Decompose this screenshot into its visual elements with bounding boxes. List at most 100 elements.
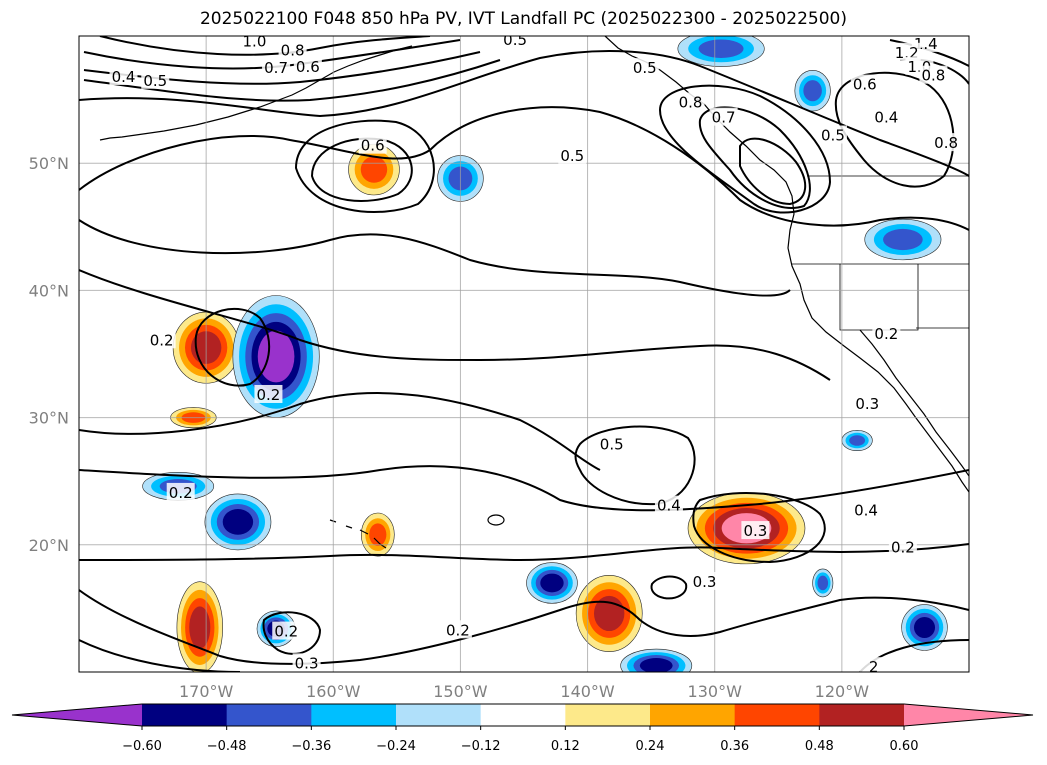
contour-label: 0.6 (853, 76, 877, 94)
contour-label-background (852, 500, 881, 519)
contour-0-6-north (83, 59, 501, 102)
contour-label: 0.6 (361, 137, 385, 155)
contour-0-5-north (79, 50, 969, 177)
contour-0-2-west-long (79, 392, 601, 471)
contour-label: 0.3 (693, 573, 717, 591)
colorbar-segment (311, 704, 397, 726)
pv-shade-level (360, 156, 388, 183)
contour-0-2-west-loop (194, 308, 271, 387)
contour-label: 0.3 (295, 654, 319, 672)
contour-0-3-small-loop (650, 575, 688, 600)
contour-label-background (859, 657, 888, 672)
pv-region-pv-positive-southwest-16n (176, 581, 223, 672)
colorbar-extend-min (12, 704, 142, 726)
contour-0-6-loop (310, 137, 413, 202)
contour-label-background (872, 323, 901, 342)
map-title: 2025022100 F048 850 hPa PV, IVT Landfall… (199, 9, 847, 29)
contour-0-3-middle (79, 219, 791, 297)
contour-1-0-north (99, 36, 431, 56)
contour-0-7-bc-low (698, 106, 811, 209)
pv-shade-level (913, 616, 936, 639)
pv-shade-level (803, 80, 822, 102)
colorbar-tick-label: 0.48 (805, 739, 834, 754)
contour-label-background (147, 330, 176, 349)
pv-region-pv-negative-east-13n (901, 604, 948, 651)
contour-label: 0.4 (874, 109, 898, 127)
colorbar-segment (226, 704, 312, 726)
contour-label: 0.2 (874, 325, 898, 343)
contour-label-background (888, 537, 917, 556)
map-frame (78, 35, 970, 673)
contour-label-background (293, 56, 322, 75)
contour-label: 0.8 (921, 67, 945, 85)
pv-shade-level (639, 658, 673, 672)
colorbar-segment (734, 704, 820, 726)
contour-label: 0.8 (281, 41, 305, 59)
colorbar-tick-label: 0.36 (720, 739, 749, 754)
contour-label: 0.5 (821, 126, 845, 144)
latitude-tick-label: 50°N (29, 154, 69, 173)
contour-0-3-south (79, 589, 969, 665)
contour-label-background (872, 107, 901, 126)
contour-label-background (278, 40, 307, 59)
latitude-tick-label: 30°N (29, 409, 69, 428)
contour-label-background (818, 125, 847, 144)
colorbar-tick-label: −0.12 (461, 739, 501, 754)
pv-region-pv-negative-bc-56n (794, 70, 831, 112)
longitude-tick-label: 140°W (560, 682, 615, 701)
contour-label: 0.2 (169, 484, 193, 502)
contour-label: 0.3 (743, 522, 767, 540)
contour-label-background (254, 384, 283, 403)
pv-shade-level (698, 39, 744, 58)
colorbar: −0.60 −0.48 −0.36 −0.24 −0.12 0.12 0.24 0.36 0.4… (11, 703, 1034, 754)
contour-label-background (558, 145, 587, 164)
contour-label: 0.5 (143, 72, 167, 90)
contour-label-background (741, 521, 770, 540)
longitude-tick-label: 170°W (179, 682, 234, 701)
contour-label-background (109, 66, 138, 85)
latitude-tick-label: 40°N (29, 281, 69, 300)
contour-label: 0.7 (264, 59, 288, 77)
colorbar-tick-label: −0.24 (376, 739, 416, 754)
contour-label-background (272, 621, 301, 640)
colorbar-tick-label: 0.12 (551, 739, 580, 754)
contour-0-8-bc-low (739, 137, 806, 206)
colorbar-tick-label: −0.48 (207, 739, 247, 754)
pv-region-pv-negative-center-south-17n (526, 562, 578, 604)
latitude-tick-label: 20°N (29, 536, 69, 555)
contour-0-6-northeast (834, 71, 955, 188)
contour-label: 0.2 (446, 621, 470, 639)
pv-shade-level (849, 435, 866, 446)
pv-region-pv-negative-east-16n (812, 568, 834, 598)
contour-label: 0.5 (633, 59, 657, 77)
longitude-tick-label: 150°W (433, 682, 488, 701)
longitude-tick-label: 120°W (815, 682, 870, 701)
island-near-140w-20n (487, 514, 505, 526)
contour-0-3-east-loop (692, 491, 826, 564)
contour-0-4-north (79, 106, 969, 231)
pv-shade-level (540, 573, 564, 593)
contour-0-4-center (79, 465, 969, 512)
ivt-contour-layer (79, 36, 969, 672)
contour-label-background (676, 92, 705, 111)
pv-region-pv-negative-west-coast-44n (864, 218, 942, 261)
contour-label-background (630, 58, 659, 77)
contour-label-layer: 1.0 0.80.7 0.60.4 0.50.50.60.50.80.70.51.41… (109, 31, 961, 672)
contour-label: 0.5 (503, 31, 527, 49)
colorbar-segment (819, 704, 905, 726)
contour-0-6-bc-low (658, 84, 832, 214)
colorbar-segment (650, 704, 736, 726)
contour-0-5-loop (294, 119, 435, 213)
contour-label-background (932, 133, 961, 152)
contour-0-2-southwest-loop (262, 611, 322, 655)
pv-region-pv-positive-hawaii (360, 512, 395, 557)
contour-label-background (850, 74, 879, 93)
contour-label-background (262, 58, 291, 77)
contour-label-background (654, 495, 683, 514)
pv-shade-level (883, 228, 923, 251)
contour-label-background (166, 482, 195, 501)
baja-california-coast (859, 329, 969, 477)
colorbar-segment (142, 704, 228, 726)
contour-label-background (690, 571, 719, 590)
